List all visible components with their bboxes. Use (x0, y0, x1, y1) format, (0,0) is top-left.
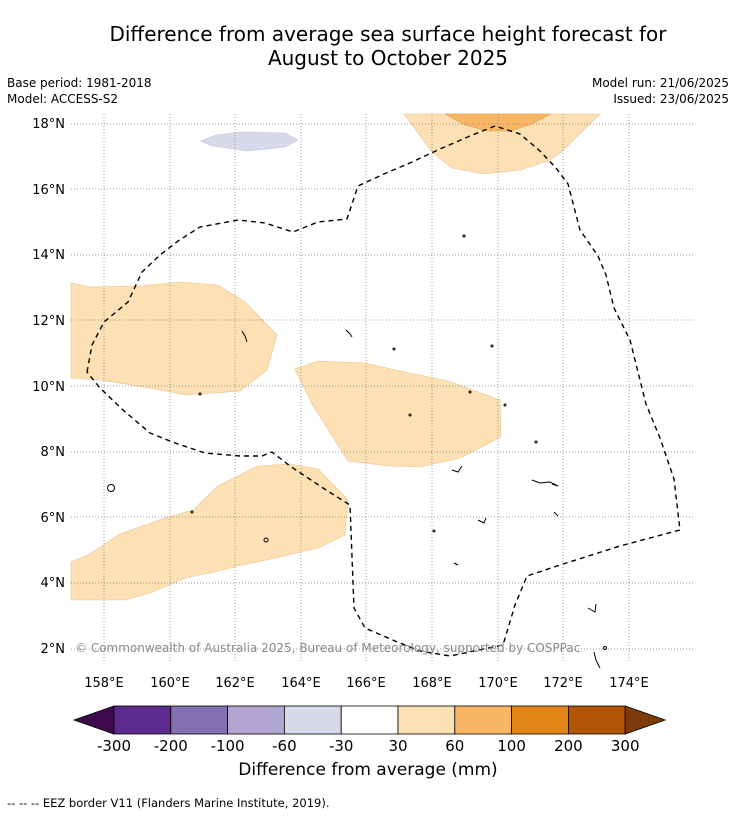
fill-negative-north (200, 131, 299, 152)
colorbar-tick-label: 200 (554, 737, 583, 755)
island-k (453, 562, 459, 566)
colorbar-bin-8 (568, 705, 626, 735)
island-r (190, 510, 194, 514)
lat-label-4n: 4°N (41, 576, 66, 591)
lon-label-160e: 160°E (150, 676, 190, 691)
islands (107, 234, 607, 669)
base-period: Base period: 1981-2018 (7, 76, 152, 90)
lon-label-170e: 170°E (478, 676, 518, 691)
colorbar-bin-2 (227, 705, 285, 735)
island-f (490, 344, 494, 348)
lat-labels: 18°N 16°N 14°N 12°N 10°N 8°N 6°N 4°N 2°N (32, 117, 65, 657)
lat-label-2n: 2°N (41, 642, 66, 657)
colorbar-tick-label: -60 (272, 737, 297, 755)
colorbar-tick-label: -300 (97, 737, 131, 755)
issued-date: Issued: 23/06/2025 (613, 92, 729, 106)
lon-labels: 158°E 160°E 162°E 164°E 166°E 168°E 170°… (84, 676, 649, 691)
island-m (593, 651, 601, 669)
island-j (477, 517, 487, 524)
colorbar-bin-6 (454, 705, 512, 735)
island-d (392, 347, 396, 351)
colorbar: -300 -200 -100 -60 -30 30 60 100 200 300 (72, 705, 667, 755)
island-n (603, 646, 607, 650)
colorbar-bin-3 (283, 705, 342, 735)
meta-left: Base period: 1981-2018 Model: ACCESS-S2 (7, 75, 152, 107)
island-b (241, 330, 248, 343)
colorbar-title: Difference from average (mm) (238, 760, 498, 780)
colorbar-tick-label: -100 (211, 737, 245, 755)
colorbar-extend-high (624, 705, 667, 735)
island-h (531, 479, 559, 487)
colorbar-bin-5 (397, 705, 456, 735)
lat-label-14n: 14°N (32, 248, 65, 263)
lon-label-162e: 162°E (215, 676, 255, 691)
meta-right: Model run: 21/06/2025 Issued: 23/06/2025 (592, 75, 729, 107)
map-title: Difference from average sea surface heig… (0, 22, 736, 70)
lat-label-6n: 6°N (41, 511, 66, 526)
lat-label-18n: 18°N (32, 117, 65, 132)
island-e (462, 234, 466, 238)
island-q (198, 392, 202, 396)
colorbar-bin-4 (340, 705, 399, 735)
lon-label-172e: 172°E (543, 676, 583, 691)
colorbar-bin-0 (113, 705, 172, 735)
island-c (345, 329, 353, 338)
lon-label-166e: 166°E (346, 676, 386, 691)
lon-label-158e: 158°E (84, 676, 124, 691)
lat-label-8n: 8°N (41, 445, 66, 460)
fill-positive-north (403, 113, 601, 175)
colorbar-tick-label: 100 (497, 737, 526, 755)
lat-label-10n: 10°N (32, 380, 65, 395)
model-run: Model run: 21/06/2025 (591, 76, 729, 90)
island-p (408, 413, 412, 417)
fill-positive-northwest (70, 281, 278, 396)
island-s (468, 390, 472, 394)
island-t (503, 403, 507, 407)
copyright-notice: © Commonwealth of Australia 2025, Bureau… (75, 641, 581, 655)
graticule (71, 114, 695, 662)
colorbar-tick-label: 60 (445, 737, 464, 755)
island-g (451, 465, 463, 473)
colorbar-tick-label: -30 (329, 737, 354, 755)
lat-label-12n: 12°N (32, 314, 65, 329)
island-i (553, 511, 559, 517)
lon-label-174e: 174°E (609, 676, 649, 691)
eez-border (86, 125, 681, 657)
eez-legend-note: -- -- -- EEZ border V11 (Flanders Marine… (7, 796, 330, 810)
colorbar-extend-low (72, 705, 115, 735)
island-u (534, 440, 538, 444)
map-title-line2: August to October 2025 (267, 46, 509, 70)
map-title-line1: Difference from average sea surface heig… (109, 22, 667, 46)
fill-positive-central (294, 360, 502, 468)
colorbar-tick-label: -200 (154, 737, 188, 755)
colorbar-tick-label: 300 (611, 737, 640, 755)
lon-label-164e: 164°E (281, 676, 321, 691)
anomaly-fills (70, 113, 601, 601)
colorbar-bin-1 (170, 705, 229, 735)
model-name: Model: ACCESS-S2 (7, 92, 119, 106)
island-a (263, 537, 269, 543)
lat-label-16n: 16°N (32, 183, 65, 198)
island-l (587, 603, 597, 613)
lon-label-168e: 168°E (412, 676, 452, 691)
island-kosrae (107, 484, 115, 492)
colorbar-tick-label: 30 (388, 737, 407, 755)
colorbar-bin-7 (511, 705, 569, 735)
island-o (432, 529, 436, 533)
